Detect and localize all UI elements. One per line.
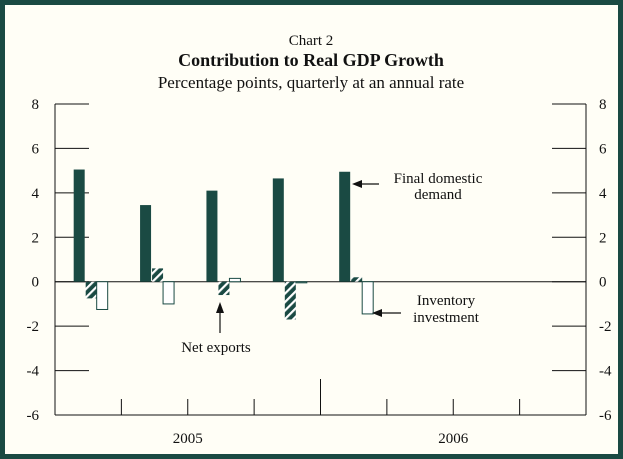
y-tick-label-right: 6 <box>599 141 607 157</box>
bar-fdd <box>73 169 85 282</box>
bar-inv <box>162 281 175 305</box>
annotation-inventory-investment: Inventory <box>417 293 476 309</box>
y-tick-label-left: 6 <box>32 141 40 157</box>
y-tick-label-left: -4 <box>27 364 40 380</box>
annotation-final-domestic-demand: Final domestic <box>394 171 483 187</box>
bar-fdd <box>140 205 152 282</box>
y-tick-label-left: 4 <box>32 186 40 202</box>
chart-subtitle: Percentage points, quarterly at an annua… <box>158 73 464 92</box>
y-tick-label-left: 2 <box>32 230 40 246</box>
annotation-inventory-investment: investment <box>413 310 480 326</box>
y-tick-label-left: -6 <box>27 408 40 424</box>
bar-nx <box>85 281 97 299</box>
bar-fdd <box>272 178 284 282</box>
annotation-arrowhead-fdd <box>352 180 362 188</box>
chart-title: Contribution to Real GDP Growth <box>178 50 444 70</box>
y-tick-label-right: 0 <box>599 275 607 291</box>
annotation-net-exports: Net exports <box>181 340 251 356</box>
bar-fdd <box>339 171 351 282</box>
bar-nx <box>351 277 363 282</box>
bar-inv <box>228 277 241 283</box>
y-tick-label-left: -2 <box>27 319 40 335</box>
bar-nx <box>218 281 230 296</box>
y-tick-label-right: -4 <box>599 364 612 380</box>
chart-label: Chart 2 <box>289 33 334 49</box>
y-tick-label-right: 2 <box>599 230 607 246</box>
y-tick-label-right: 4 <box>599 186 607 202</box>
y-tick-label-right: 8 <box>599 97 607 113</box>
y-tick-label-right: -2 <box>599 319 612 335</box>
plot-area: 8 8 6 6 4 4 2 2 0 0 -2 -2 -4 -4 -6 -6 2005 2006 Final dome… <box>27 97 612 447</box>
y-tick-label-right: -6 <box>599 408 612 424</box>
bar-inv <box>361 281 374 315</box>
annotation-final-domestic-demand: demand <box>414 187 462 203</box>
bar-inv <box>295 281 308 284</box>
y-tick-label-left: 0 <box>32 275 40 291</box>
bar-nx <box>284 281 296 320</box>
annotation-arrowhead-inv <box>372 309 382 317</box>
y-tick-label-left: 8 <box>32 97 40 113</box>
annotation-arrowhead-nx <box>216 302 224 313</box>
bar-nx <box>152 268 164 282</box>
bar-inv <box>96 281 109 310</box>
year-label: 2005 <box>173 431 203 447</box>
year-label: 2006 <box>438 431 469 447</box>
bar-fdd <box>206 190 218 282</box>
